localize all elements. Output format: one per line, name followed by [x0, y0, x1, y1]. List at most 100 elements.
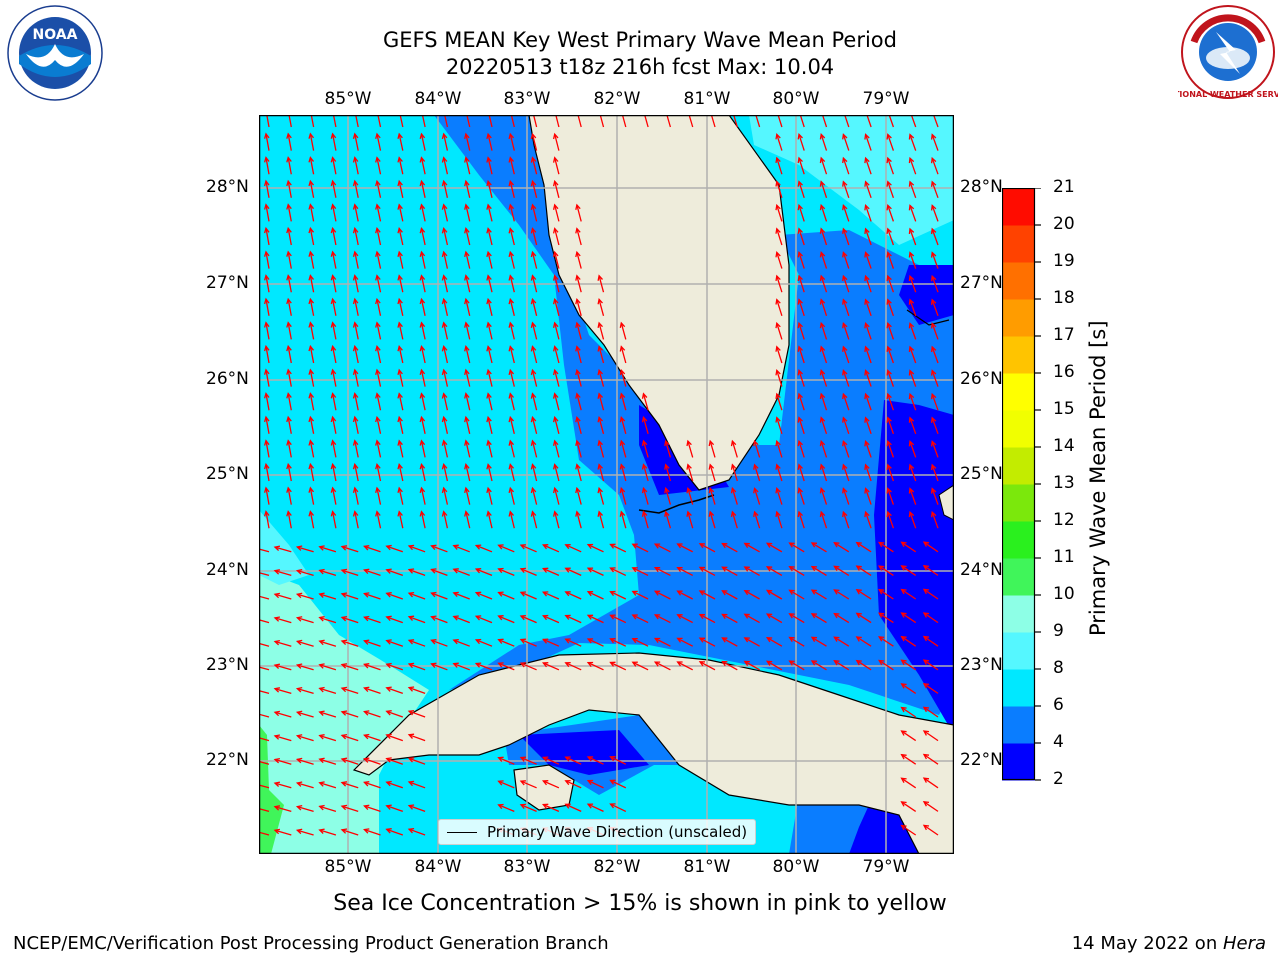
wave-arrow — [487, 511, 493, 529]
wave-arrow-head — [609, 661, 616, 667]
wave-arrow — [834, 542, 850, 553]
colorbar-segment — [1002, 188, 1035, 226]
wave-arrow — [820, 440, 828, 458]
wave-arrow — [274, 735, 292, 742]
wave-arrow — [909, 464, 917, 482]
wave-arrow-head — [797, 203, 803, 211]
wave-arrow-head — [842, 180, 848, 187]
wave-arrow-head — [908, 345, 915, 352]
wave-arrow — [931, 275, 939, 293]
wave-arrow — [842, 181, 850, 199]
wave-arrow-head — [797, 510, 803, 518]
wave-arrow-head — [375, 297, 381, 305]
wave-arrow-head — [407, 615, 415, 621]
wave-arrow-head — [352, 392, 359, 399]
wave-arrow — [398, 275, 404, 293]
wave-arrow-head — [385, 710, 392, 716]
wave-arrow-head — [497, 615, 504, 621]
wave-arrow — [610, 614, 627, 624]
wave-arrow-head — [730, 486, 737, 494]
wave-arrow — [776, 228, 783, 246]
wave-arrow-head — [397, 179, 403, 187]
wave-arrow — [565, 756, 582, 765]
wave-arrow-head — [575, 392, 581, 399]
wave-arrow — [687, 488, 694, 505]
colorbar-tick-label: 11 — [1053, 547, 1075, 567]
wave-arrow-head — [419, 203, 426, 210]
wave-arrow-head — [308, 297, 315, 305]
wave-arrow — [554, 299, 560, 316]
wave-arrow — [923, 541, 939, 553]
wave-arrow-head — [900, 635, 907, 642]
wave-arrow — [287, 133, 292, 151]
wave-arrow-head — [797, 345, 803, 352]
colorbar-tick-label: 21 — [1053, 177, 1075, 197]
wave-arrow-head — [609, 756, 616, 762]
wave-arrow-head — [597, 416, 603, 423]
wave-arrow-head — [497, 756, 504, 762]
wave-arrow-head — [295, 734, 303, 740]
wave-arrow-head — [619, 368, 626, 376]
wave-arrow-head — [552, 510, 559, 517]
wave-arrow-head — [619, 416, 626, 423]
wave-arrow-head — [765, 566, 773, 572]
wave-arrow — [687, 511, 694, 529]
wave-arrow — [909, 417, 917, 435]
wave-arrow-head — [441, 203, 448, 210]
wave-arrow — [259, 831, 270, 836]
period-band-8-9-west — [259, 510, 309, 585]
wave-arrow-head — [775, 321, 781, 329]
wave-arrow — [923, 824, 939, 836]
wave-arrow — [265, 157, 270, 175]
footer-date: 14 May 2022 on — [1071, 933, 1223, 954]
wave-arrow-head — [609, 543, 616, 549]
colorbar-segment — [1002, 447, 1035, 485]
wave-arrow-head — [385, 615, 392, 622]
wave-arrow-head — [886, 251, 892, 258]
wave-arrow-head — [407, 639, 415, 645]
wave-arrow-head — [263, 274, 270, 281]
wave-arrow-head — [318, 781, 325, 787]
wave-arrow-head — [330, 132, 337, 139]
wave-arrow — [274, 688, 292, 695]
wave-arrow — [811, 542, 827, 553]
wave-arrow — [554, 346, 560, 364]
wave-arrow-head — [886, 180, 892, 187]
wave-arrow — [309, 393, 315, 411]
wave-arrow — [265, 228, 270, 246]
wave-arrow — [310, 115, 315, 128]
wave-arrow — [354, 228, 359, 246]
wave-arrow — [909, 323, 917, 340]
wave-arrow — [465, 487, 471, 505]
wave-arrow-head — [819, 345, 826, 352]
wave-arrow — [297, 687, 314, 695]
wave-arrow — [376, 181, 382, 198]
wave-arrow-head — [930, 510, 937, 518]
wave-arrow — [776, 134, 783, 151]
wave-arrow — [297, 711, 314, 718]
wave-arrow — [576, 440, 582, 458]
wave-arrow-head — [877, 612, 885, 618]
map-legend: Primary Wave Direction (unscaled) — [438, 819, 757, 845]
wave-arrow-head — [842, 487, 848, 494]
wave-arrow — [811, 660, 827, 671]
wave-arrow — [331, 346, 337, 364]
wave-arrow — [309, 157, 315, 175]
wave-arrow-head — [397, 510, 403, 517]
lat-label-right: 26°N — [960, 369, 1003, 389]
wave-arrow-head — [586, 614, 594, 620]
wave-arrow — [887, 511, 895, 529]
wave-arrow-head — [619, 439, 626, 447]
wave-arrow-head — [819, 369, 826, 376]
wave-arrow-head — [508, 132, 514, 140]
wave-arrow-head — [686, 510, 692, 517]
wave-arrow-head — [508, 415, 514, 423]
wave-arrow — [420, 299, 426, 316]
wave-arrow-head — [797, 439, 803, 447]
wave-arrow-head — [775, 133, 781, 140]
colorbar-tick-label: 15 — [1053, 399, 1075, 419]
wave-arrow — [509, 133, 515, 151]
wave-arrow — [753, 464, 761, 482]
wave-arrow — [475, 639, 493, 647]
wave-arrow-head — [464, 321, 470, 328]
